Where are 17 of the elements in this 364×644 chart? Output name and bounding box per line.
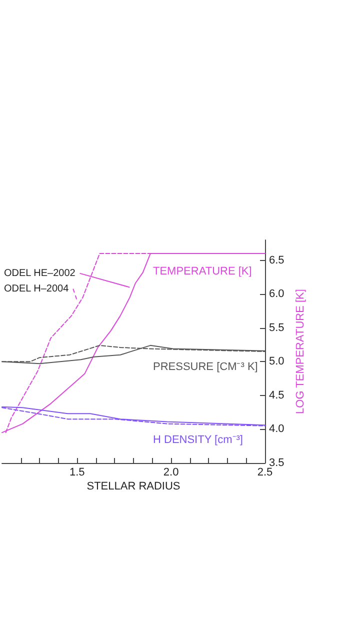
- annotation: ODEL H–2004: [4, 283, 70, 294]
- x-tick-label: 2.5: [257, 466, 273, 478]
- x-tick-label: 1.5: [69, 466, 85, 478]
- series-label: TEMPERATURE [K]: [153, 266, 252, 278]
- x-tick-label: 2.0: [163, 466, 179, 478]
- y-tick-label: 4.0: [269, 423, 284, 436]
- y-tick-label: 4.5: [269, 389, 284, 402]
- x-axis-title: STELLAR RADIUS: [86, 480, 180, 492]
- y-tick-label: 6.5: [269, 254, 284, 266]
- y-tick-label: 6.0: [269, 288, 284, 300]
- y-tick-label: 3.5: [269, 457, 284, 469]
- annotation: ODEL HE–2002: [4, 268, 76, 279]
- y-tick-label: 5.5: [269, 322, 284, 334]
- series-label: H DENSITY [cm⁻³]: [153, 434, 243, 446]
- y-tick-label: 5.0: [269, 356, 284, 368]
- series-label: PRESSURE [CM⁻³ K]: [153, 360, 258, 373]
- y-axis-title: LOG TEMPERATURE [K]: [294, 289, 307, 414]
